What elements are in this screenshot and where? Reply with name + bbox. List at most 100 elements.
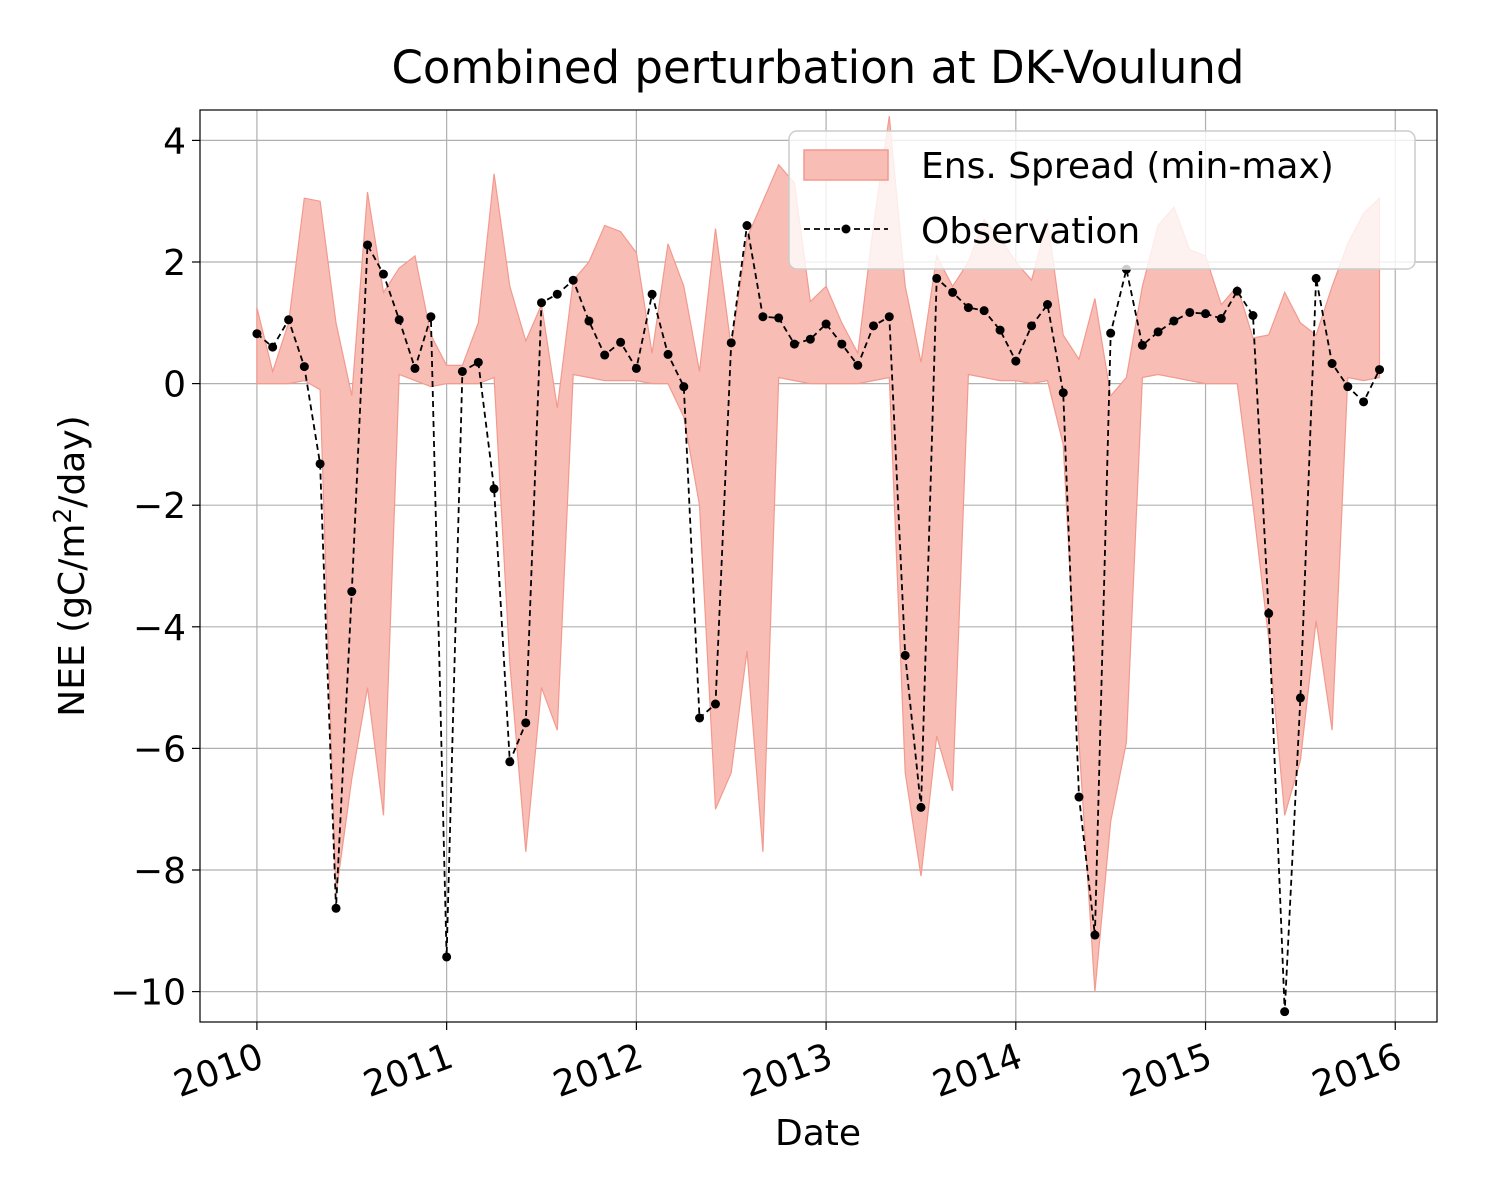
- y-axis-label-tail: /day): [52, 415, 93, 507]
- x-tick-label: 2014: [928, 1036, 1028, 1106]
- x-tick-label: 2016: [1307, 1036, 1407, 1106]
- y-axis-ticks: −10 −8 −6 −4 −2 0 2 4: [110, 121, 200, 1014]
- observation-point: [1169, 316, 1179, 326]
- y-axis-label-main: NEE (gC/m: [52, 524, 93, 717]
- observation-point: [1375, 365, 1385, 375]
- legend-observation-marker: [841, 224, 851, 234]
- observation-point: [1343, 382, 1353, 392]
- observation-point: [679, 382, 689, 392]
- plot-frame: [199, 109, 1438, 1023]
- observation-point: [315, 459, 325, 469]
- observation-point: [932, 273, 942, 283]
- observation-point: [695, 713, 705, 723]
- observation-point: [758, 312, 768, 322]
- x-tick-label: 2011: [358, 1036, 458, 1106]
- legend-observation-label: Observation: [921, 211, 1140, 252]
- observation-point: [853, 360, 863, 370]
- observation-point: [1106, 328, 1116, 338]
- observation-point: [963, 303, 973, 313]
- y-tick-label: 4: [163, 121, 186, 162]
- observation-point: [284, 315, 294, 325]
- observation-point: [1248, 311, 1258, 321]
- y-tick-label: −8: [133, 851, 186, 892]
- observation-point: [647, 289, 657, 299]
- observation-point: [600, 350, 610, 360]
- observation-point: [1027, 321, 1037, 331]
- observation-point: [521, 718, 531, 728]
- observation-point: [331, 903, 341, 913]
- observation-layer: [252, 221, 1385, 1017]
- observation-point: [394, 315, 404, 325]
- observation-point: [1359, 397, 1369, 407]
- y-tick-label: −4: [133, 608, 186, 649]
- observation-point: [505, 757, 515, 767]
- observation-point: [663, 349, 673, 359]
- observation-point: [837, 339, 847, 349]
- observation-point: [268, 342, 278, 352]
- y-tick-label: 2: [163, 243, 186, 284]
- observation-point: [631, 363, 641, 373]
- chart-title: Combined perturbation at DK-Voulund: [391, 41, 1244, 94]
- observation-point: [1201, 309, 1211, 319]
- observation-point: [1280, 1007, 1290, 1017]
- observation-point: [473, 357, 483, 367]
- observation-point: [805, 334, 815, 344]
- observation-point: [774, 313, 784, 323]
- observation-point: [584, 316, 594, 326]
- observation-point: [1185, 307, 1195, 317]
- observation-point: [1074, 792, 1084, 802]
- x-axis-ticks: 2010 2011 2012 2013 2014 2015 2016: [169, 1022, 1407, 1106]
- observation-point: [1232, 286, 1242, 296]
- legend-spread-label: Ens. Spread (min-max): [921, 146, 1334, 187]
- x-tick-label: 2010: [169, 1036, 269, 1106]
- observation-point: [457, 366, 467, 376]
- y-tick-label: 0: [163, 365, 186, 406]
- observation-point: [1011, 356, 1021, 366]
- observation-point: [378, 269, 388, 279]
- legend-box: [788, 130, 1416, 270]
- observation-point: [616, 337, 626, 347]
- observation-point: [568, 275, 578, 285]
- observation-point: [537, 298, 547, 308]
- observation-point: [1311, 273, 1321, 283]
- observation-point: [742, 221, 752, 231]
- observation-point: [1058, 388, 1068, 398]
- x-tick-label: 2015: [1117, 1036, 1217, 1106]
- legend-spread-swatch: [803, 149, 889, 181]
- y-axis-label: NEE (gC/m2/day): [48, 415, 93, 716]
- observation-point: [710, 699, 720, 709]
- observation-point: [1295, 693, 1305, 703]
- observation-point: [869, 321, 879, 331]
- observation-point: [299, 362, 309, 372]
- observation-point: [363, 240, 373, 250]
- observation-point: [995, 325, 1005, 335]
- observation-point: [1327, 359, 1337, 369]
- observation-point: [979, 306, 989, 316]
- observation-point: [1137, 340, 1147, 350]
- y-tick-label: −6: [133, 729, 186, 770]
- legend: Ens. Spread (min-max) Observation: [788, 130, 1416, 270]
- observation-point: [821, 319, 831, 329]
- observation-point: [1264, 608, 1274, 618]
- observation-point: [1153, 327, 1163, 337]
- observation-point: [252, 329, 262, 339]
- observation-point: [900, 650, 910, 660]
- observation-point: [426, 312, 436, 322]
- y-tick-label: −10: [110, 973, 186, 1014]
- observation-point: [916, 802, 926, 812]
- observation-point: [442, 952, 452, 962]
- x-tick-label: 2012: [548, 1036, 648, 1106]
- observation-point: [1090, 930, 1100, 940]
- observation-point: [884, 312, 894, 322]
- observation-point: [726, 338, 736, 348]
- observation-point: [789, 339, 799, 349]
- observation-point: [948, 287, 958, 297]
- observation-point: [410, 363, 420, 373]
- observation-point: [1042, 300, 1052, 310]
- observation-point: [489, 484, 499, 494]
- x-axis-label: Date: [775, 1113, 861, 1154]
- y-axis-label-superscript: 2: [48, 508, 77, 524]
- observation-point: [1216, 314, 1226, 324]
- observation-point: [552, 289, 562, 299]
